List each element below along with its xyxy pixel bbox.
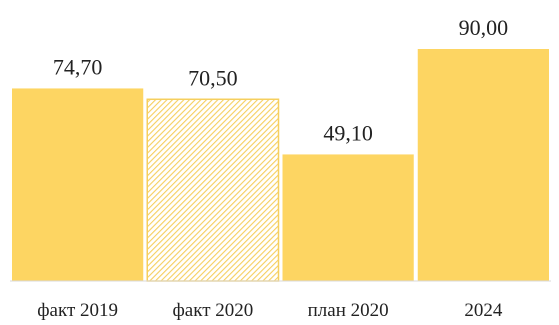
bar-1: [12, 88, 144, 281]
value-labels-group: 74,70 70,50 49,10 90,00: [53, 15, 508, 145]
bar-2: [146, 98, 280, 282]
category-label-1: факт 2019: [37, 300, 118, 321]
bars-group: [12, 49, 549, 282]
bar-3: [282, 154, 414, 281]
value-label-3: 49,10: [323, 120, 373, 145]
bar-4: [417, 49, 549, 281]
category-labels-group: факт 2019 факт 2020 план 2020 2024: [37, 300, 503, 321]
category-label-2: факт 2020: [172, 300, 253, 321]
category-label-4: 2024: [464, 300, 503, 321]
category-label-3: план 2020: [308, 300, 389, 321]
value-label-1: 74,70: [53, 54, 103, 79]
value-label-2: 70,50: [188, 65, 238, 90]
value-label-4: 90,00: [459, 15, 509, 40]
